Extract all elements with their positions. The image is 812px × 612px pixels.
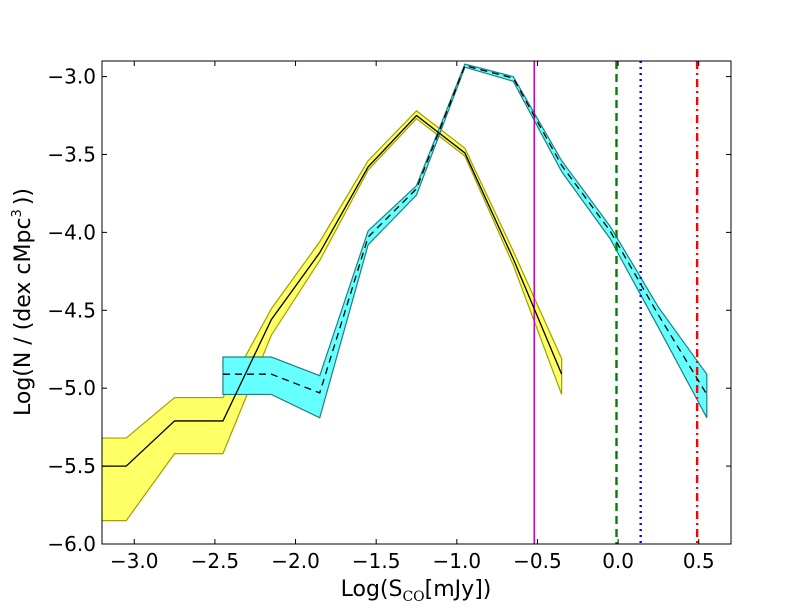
x-axis-label-unit: [mJy]) (425, 577, 492, 602)
x-axis-label: Log(SCO[mJy]) (341, 577, 492, 605)
confidence-bands (102, 63, 708, 522)
x-axis-label-main: Log(S (341, 577, 403, 602)
y-axis-label: Log(N / (dex cMpc3)) (10, 188, 36, 416)
y-tick-label: −3.5 (47, 142, 96, 166)
y-axis-label-sup: 3 (10, 209, 25, 217)
reference-lines (533, 61, 699, 544)
x-tick-label: −3.0 (110, 549, 159, 573)
y-tick-label: −5.0 (47, 376, 96, 400)
series-2-band (222, 63, 708, 419)
x-tick-label: 0.0 (602, 549, 634, 573)
y-tick-label: −3.0 (47, 65, 96, 89)
x-axis-label-sub: CO (402, 589, 424, 605)
series-lines (102, 64, 708, 467)
x-tick-label: −2.0 (271, 549, 320, 573)
x-tick-label: 0.5 (683, 549, 715, 573)
series-1-line (102, 114, 563, 467)
y-tick-label: −6.0 (47, 532, 96, 556)
y-tick-label: −4.5 (47, 298, 96, 322)
x-axis-ticks: −3.0 −2.5 −2.0 −1.5 −1.0 −0.5 0.0 0.5 (110, 61, 715, 573)
plot-frame (101, 60, 732, 545)
y-axis-ticks: −6.0 −5.5 −5.0 −4.5 −4.0 −3.5 −3.0 (47, 65, 731, 556)
x-tick-label: −2.5 (191, 549, 240, 573)
plot-background (102, 61, 731, 544)
y-axis-label-main: Log(N / (dex cMpc (11, 217, 36, 416)
y-tick-label: −4.0 (47, 220, 96, 244)
x-tick-label: −1.0 (433, 549, 482, 573)
y-axis-label-tail: )) (11, 188, 36, 205)
y-tick-label: −5.5 (47, 454, 96, 478)
series-1-band (102, 110, 563, 522)
x-tick-label: −0.5 (513, 549, 562, 573)
x-tick-label: −1.5 (352, 549, 401, 573)
